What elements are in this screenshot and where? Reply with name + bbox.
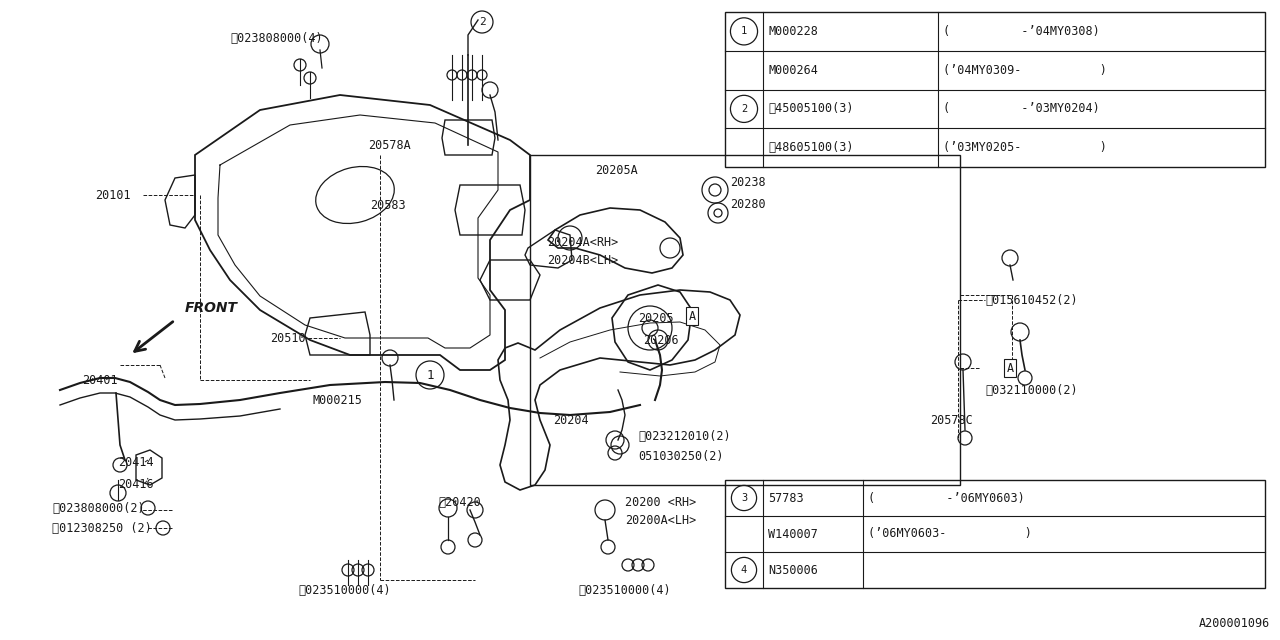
Text: 20204B<LH>: 20204B<LH> <box>547 253 618 266</box>
Text: (’03MY0205-           ): (’03MY0205- ) <box>943 141 1107 154</box>
Text: Ⓣ45005100(3): Ⓣ45005100(3) <box>768 102 854 115</box>
Text: 20416: 20416 <box>118 477 154 490</box>
Text: 20238: 20238 <box>730 175 765 189</box>
Text: (’04MY0309-           ): (’04MY0309- ) <box>943 63 1107 77</box>
Text: 20205: 20205 <box>637 312 673 324</box>
Text: (’06MY0603-           ): (’06MY0603- ) <box>868 527 1032 541</box>
Text: 1: 1 <box>426 369 434 381</box>
Text: 57783: 57783 <box>768 492 804 504</box>
Text: 20204A<RH>: 20204A<RH> <box>547 236 618 248</box>
Text: M000215: M000215 <box>312 394 362 406</box>
Text: 3: 3 <box>741 493 748 503</box>
Text: Ⓜ023510000(4): Ⓜ023510000(4) <box>298 584 390 596</box>
Text: (          -’03MY0204): ( -’03MY0204) <box>943 102 1100 115</box>
Text: 20200A<LH>: 20200A<LH> <box>625 513 696 527</box>
Text: 20204: 20204 <box>553 413 589 426</box>
Text: (          -’04MY0308): ( -’04MY0308) <box>943 25 1100 38</box>
Text: Ⓜ023212010(2): Ⓜ023212010(2) <box>637 429 731 442</box>
Text: Ⓛ20420: Ⓛ20420 <box>438 495 481 509</box>
Bar <box>724 12 1265 167</box>
Text: 20583: 20583 <box>370 198 406 211</box>
Text: Ⓣ48605100(3): Ⓣ48605100(3) <box>768 141 854 154</box>
Text: (          -’06MY0603): ( -’06MY0603) <box>868 492 1025 504</box>
Text: Ⓜ023808000(4): Ⓜ023808000(4) <box>230 31 323 45</box>
Text: A: A <box>1006 362 1014 374</box>
Text: M000264: M000264 <box>768 63 818 77</box>
Text: 20280: 20280 <box>730 198 765 211</box>
Text: 1: 1 <box>741 26 748 36</box>
Text: 20205A: 20205A <box>595 163 637 177</box>
Text: 20401: 20401 <box>82 374 118 387</box>
Text: A: A <box>689 310 695 323</box>
Text: Ⓦ032110000(2): Ⓦ032110000(2) <box>986 383 1078 397</box>
Text: 20414: 20414 <box>118 456 154 468</box>
Text: ⒲012308250 (2): ⒲012308250 (2) <box>52 522 152 534</box>
Text: 2: 2 <box>479 17 485 27</box>
Bar <box>724 480 1265 588</box>
Text: Ⓜ023510000(4): Ⓜ023510000(4) <box>579 584 671 596</box>
Text: 051030250(2): 051030250(2) <box>637 449 723 463</box>
Text: ⒲015610452(2): ⒲015610452(2) <box>986 294 1078 307</box>
Text: 20101: 20101 <box>95 189 131 202</box>
Text: 20510: 20510 <box>270 332 306 344</box>
Text: 20200 <RH>: 20200 <RH> <box>625 495 696 509</box>
Text: Ⓜ023808000(2): Ⓜ023808000(2) <box>52 502 145 515</box>
Bar <box>530 155 960 485</box>
Text: 4: 4 <box>741 565 748 575</box>
Text: N350006: N350006 <box>768 563 818 577</box>
Text: 20578C: 20578C <box>931 413 973 426</box>
Text: A200001096: A200001096 <box>1199 617 1270 630</box>
Text: W140007: W140007 <box>768 527 818 541</box>
Text: 20206: 20206 <box>643 333 678 346</box>
Text: 2: 2 <box>741 104 748 114</box>
Text: M000228: M000228 <box>768 25 818 38</box>
Text: FRONT: FRONT <box>186 301 238 315</box>
Text: 20578A: 20578A <box>369 138 411 152</box>
